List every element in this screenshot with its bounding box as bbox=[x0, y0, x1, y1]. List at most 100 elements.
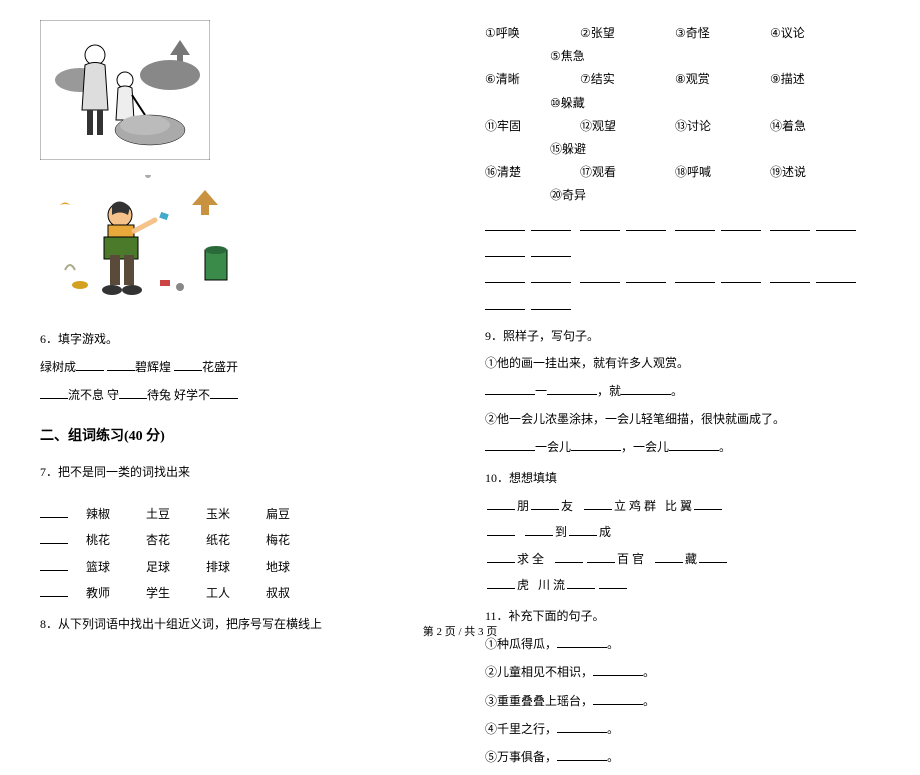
q11-item: ④千里之行，。 bbox=[485, 719, 880, 739]
t: 到 bbox=[555, 525, 567, 539]
blank[interactable] bbox=[587, 549, 615, 563]
blank[interactable] bbox=[675, 217, 715, 231]
blank[interactable] bbox=[40, 557, 68, 571]
blank[interactable] bbox=[40, 530, 68, 544]
num-row: ⑩躲藏 bbox=[485, 94, 880, 113]
t: 一会儿 bbox=[535, 440, 571, 454]
blank[interactable] bbox=[40, 583, 68, 597]
word-cell: 地球 bbox=[266, 558, 326, 577]
blank[interactable] bbox=[531, 243, 571, 257]
blank[interactable] bbox=[593, 691, 643, 705]
blank[interactable] bbox=[174, 357, 202, 371]
blank[interactable] bbox=[210, 385, 238, 399]
q6-l1-b: 碧辉煌 bbox=[135, 360, 171, 374]
t: 比 翼 bbox=[665, 499, 692, 513]
blank[interactable] bbox=[626, 269, 666, 283]
num-item: ⑯清楚 bbox=[485, 163, 580, 182]
q10-row1: 朋友 立 鸡 群 比 翼 bbox=[485, 496, 880, 516]
t: 。 bbox=[671, 384, 683, 398]
blank[interactable] bbox=[487, 496, 515, 510]
q9-prompt: 9．照样子，写句子。 bbox=[485, 327, 880, 346]
t: 朋 bbox=[517, 499, 529, 513]
blank[interactable] bbox=[485, 217, 525, 231]
t: 求 全 bbox=[517, 552, 544, 566]
blank[interactable] bbox=[525, 522, 553, 536]
num-item: ⑳奇异 bbox=[550, 186, 645, 205]
blank[interactable] bbox=[626, 217, 666, 231]
blank[interactable] bbox=[584, 496, 612, 510]
q10-row4: 虎 川 流 bbox=[485, 575, 880, 595]
q8-answer-lines bbox=[485, 214, 880, 320]
blank[interactable] bbox=[487, 522, 515, 536]
blank[interactable] bbox=[76, 357, 104, 371]
blank[interactable] bbox=[816, 217, 856, 231]
blank[interactable] bbox=[770, 217, 810, 231]
blank[interactable] bbox=[721, 269, 761, 283]
q6-l2-a: 流不息 守 bbox=[68, 388, 119, 402]
blank[interactable] bbox=[485, 269, 525, 283]
blank[interactable] bbox=[571, 437, 621, 451]
blank[interactable] bbox=[721, 217, 761, 231]
blank[interactable] bbox=[107, 357, 135, 371]
blank[interactable] bbox=[557, 719, 607, 733]
blank[interactable] bbox=[487, 549, 515, 563]
blank[interactable] bbox=[531, 269, 571, 283]
left-column: 6．填字游戏。 绿树成 碧辉煌 花盛开 流不息 守待兔 好学不 二、组词练习(4… bbox=[40, 20, 435, 775]
blank[interactable] bbox=[675, 269, 715, 283]
blank[interactable] bbox=[547, 381, 597, 395]
blank[interactable] bbox=[485, 381, 535, 395]
blank[interactable] bbox=[531, 217, 571, 231]
q7-prompt: 7．把不是同一类的词找出来 bbox=[40, 463, 435, 482]
q9-ex1a: ①他的画一挂出来，就有许多人观赏。 bbox=[485, 354, 880, 373]
blank[interactable] bbox=[487, 575, 515, 589]
illustration-littering bbox=[40, 175, 435, 315]
blank[interactable] bbox=[699, 549, 727, 563]
num-item: ⑪牢固 bbox=[485, 117, 580, 136]
q6-line2: 流不息 守待兔 好学不 bbox=[40, 385, 435, 405]
num-item: ⑩躲藏 bbox=[550, 94, 645, 113]
blank[interactable] bbox=[569, 522, 597, 536]
num-row: ⑮躲避 bbox=[485, 140, 880, 159]
num-item: ⑮躲避 bbox=[550, 140, 645, 159]
blank[interactable] bbox=[694, 496, 722, 510]
word-cell: 扁豆 bbox=[266, 505, 326, 524]
word-cell: 辣椒 bbox=[86, 505, 146, 524]
blank[interactable] bbox=[580, 217, 620, 231]
blank[interactable] bbox=[555, 549, 583, 563]
blank[interactable] bbox=[770, 269, 810, 283]
blank[interactable] bbox=[40, 385, 68, 399]
blank[interactable] bbox=[557, 747, 607, 761]
word-cell: 篮球 bbox=[86, 558, 146, 577]
num-row: ⑳奇异 bbox=[485, 186, 880, 205]
num-item: ⑬讨论 bbox=[675, 117, 770, 136]
numbered-word-grid: ①呼唤②张望③奇怪④议论⑤焦急⑥清晰⑦结实⑧观赏⑨描述⑩躲藏⑪牢固⑫观望⑬讨论⑭… bbox=[485, 24, 880, 206]
t: 藏 bbox=[685, 552, 697, 566]
q7-row: 教师学生工人叔叔 bbox=[40, 583, 435, 603]
q11-text: ③重重叠叠上瑶台， bbox=[485, 694, 593, 708]
blank[interactable] bbox=[580, 269, 620, 283]
num-item: ⑤焦急 bbox=[550, 47, 645, 66]
num-item: ③奇怪 bbox=[675, 24, 770, 43]
blank[interactable] bbox=[669, 437, 719, 451]
q11-text: ④千里之行， bbox=[485, 722, 557, 736]
blank[interactable] bbox=[119, 385, 147, 399]
blank[interactable] bbox=[567, 575, 595, 589]
q10-row2: 到成 bbox=[485, 522, 880, 542]
blank[interactable] bbox=[599, 575, 627, 589]
q10-row3: 求 全 百 官 藏 bbox=[485, 549, 880, 569]
blank[interactable] bbox=[593, 662, 643, 676]
blank[interactable] bbox=[485, 243, 525, 257]
blank[interactable] bbox=[655, 549, 683, 563]
blank[interactable] bbox=[485, 437, 535, 451]
blank[interactable] bbox=[816, 269, 856, 283]
blank[interactable] bbox=[40, 504, 68, 518]
right-column: ①呼唤②张望③奇怪④议论⑤焦急⑥清晰⑦结实⑧观赏⑨描述⑩躲藏⑪牢固⑫观望⑬讨论⑭… bbox=[485, 20, 880, 775]
q9-ex2b: 一会儿，一会儿。 bbox=[485, 437, 880, 457]
q7-row: 辣椒土豆玉米扁豆 bbox=[40, 504, 435, 524]
blank[interactable] bbox=[531, 296, 571, 310]
blank[interactable] bbox=[485, 296, 525, 310]
q6-l1-c: 花盛开 bbox=[202, 360, 238, 374]
t: 百 官 bbox=[617, 552, 644, 566]
blank[interactable] bbox=[621, 381, 671, 395]
blank[interactable] bbox=[531, 496, 559, 510]
